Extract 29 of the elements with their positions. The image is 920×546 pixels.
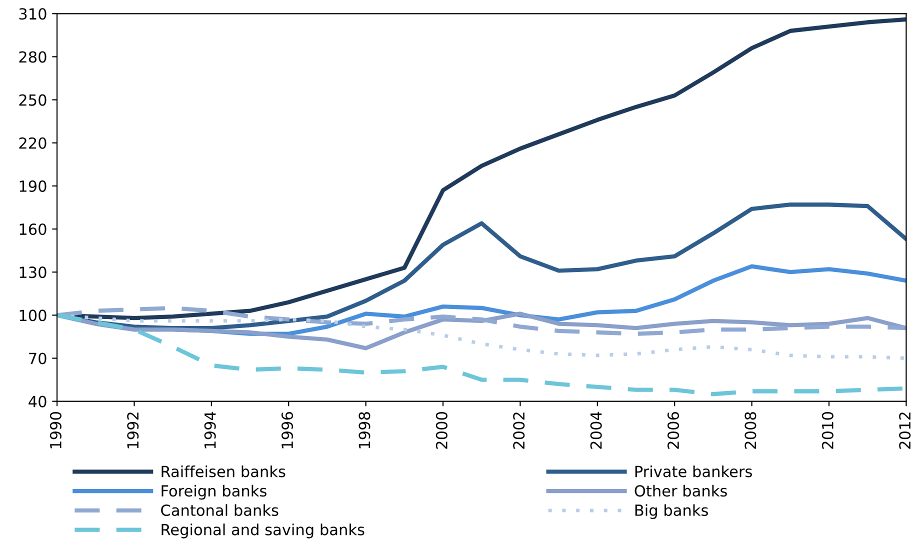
y-tick-label: 130 [20,266,46,278]
x-tick-label: 1994 [204,412,216,448]
legend-label: Cantonal banks [161,504,278,516]
legend-label: Raiffeisen banks [162,465,286,478]
legend-label: Big banks [635,504,708,519]
y-tick-label: 160 [20,223,46,236]
x-tick-label: 1990 [50,412,62,448]
y-tick-label: 190 [20,180,46,192]
y-tick-label: 250 [19,94,46,106]
x-tick-label: 2004 [590,412,602,449]
legend-label: Regional and saving banks [162,524,364,538]
x-tick-label: 2000 [436,412,448,449]
y-tick-label: 310 [19,8,46,20]
y-tick-label: 70 [29,352,46,364]
y-tick-label: 280 [19,51,46,63]
legend-label: Other banks [634,484,727,497]
x-tick-label: 2012 [899,412,911,449]
x-tick-label: 1992 [127,412,139,448]
y-tick-label: 40 [28,396,46,408]
x-tick-label: 2008 [744,412,756,449]
legend-label: Private bankers [635,465,752,478]
x-tick-label: 2006 [667,412,680,449]
x-tick-label: 2002 [513,412,525,449]
x-tick-label: 1998 [358,412,370,448]
legend-label: Foreign banks [162,484,266,500]
x-tick-label: 1996 [282,412,294,448]
y-tick-label: 220 [19,137,46,149]
y-tick-label: 100 [20,310,46,322]
x-tick-label: 2010 [822,412,834,449]
